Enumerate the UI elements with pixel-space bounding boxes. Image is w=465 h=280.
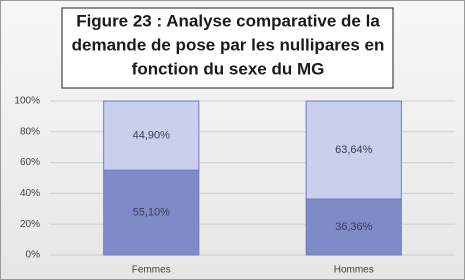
data-label: 55,10% — [133, 206, 171, 218]
y-tick-label: 0% — [26, 250, 41, 261]
chart-title: Figure 23 : Analyse comparative de la — [76, 11, 380, 30]
x-tick-label: Hommes — [334, 265, 374, 276]
bar-segment — [103, 100, 200, 171]
x-tick-label: Femmes — [132, 265, 171, 276]
y-tick-label: 100% — [14, 96, 40, 107]
bar-segment — [103, 169, 200, 256]
data-label: 36,36% — [335, 221, 373, 233]
data-label: 44,90% — [133, 129, 171, 141]
bar-segment — [305, 100, 402, 200]
y-tick-label: 60% — [20, 157, 40, 168]
chart-title: fonction du sexe du MG — [132, 59, 325, 78]
title-box — [61, 7, 394, 89]
y-tick-label: 40% — [20, 188, 40, 199]
data-label: 63,64% — [335, 144, 373, 156]
chart-title: demande de pose par les nullipares en — [72, 35, 385, 54]
y-tick-label: 80% — [20, 126, 40, 137]
y-tick-label: 20% — [20, 219, 40, 230]
